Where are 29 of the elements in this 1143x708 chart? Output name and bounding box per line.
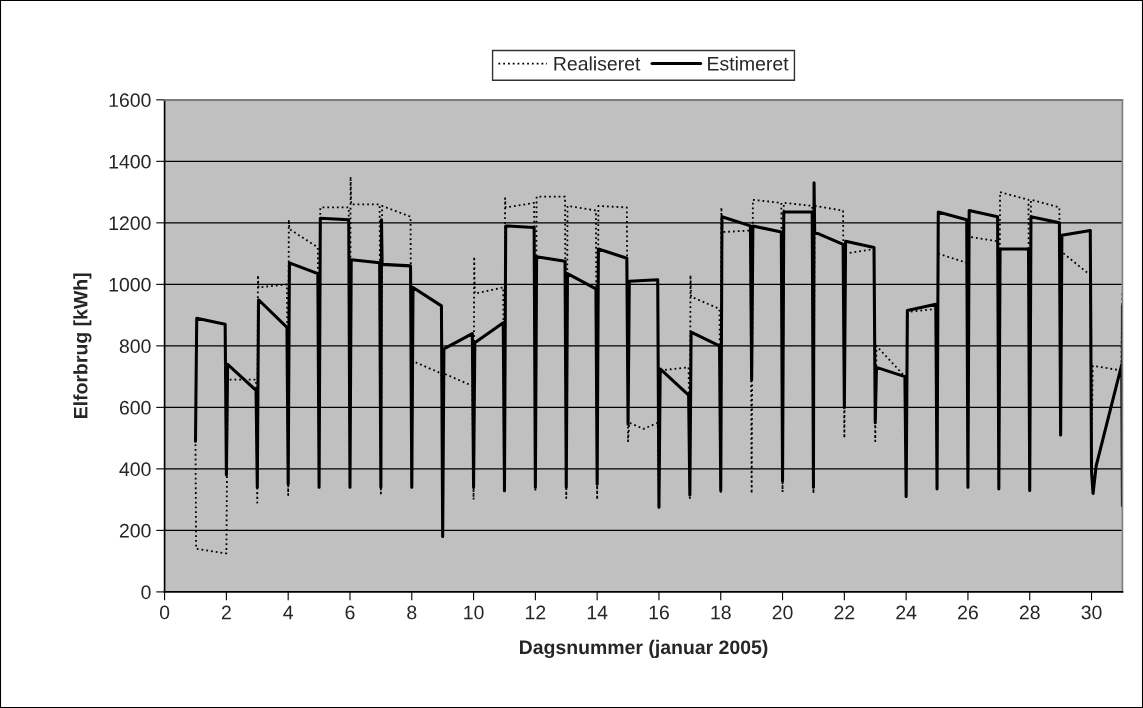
x-tick-label: 20 <box>772 605 793 620</box>
x-tick-label: 18 <box>711 605 731 620</box>
x-tick-label: 12 <box>526 605 546 620</box>
x-tick-label: 14 <box>587 605 608 620</box>
x-tick-label: 0 <box>159 605 170 620</box>
x-tick-label: 26 <box>958 605 978 620</box>
x-tick-label: 22 <box>834 605 855 620</box>
legend-label: Estimeret <box>708 56 789 71</box>
x-tick-label: 8 <box>407 605 417 620</box>
x-axis-title: Dagsnummer (januar 2005) <box>520 639 768 659</box>
y-tick-label: 0 <box>141 585 151 600</box>
x-tick-label: 6 <box>345 605 355 620</box>
x-tick-label: 16 <box>649 605 669 620</box>
y-tick-label: 1000 <box>109 277 151 292</box>
y-tick-label: 800 <box>119 339 151 354</box>
legend-label: Realiseret <box>554 56 641 71</box>
x-tick-label: 2 <box>221 605 231 620</box>
y-tick-label: 1200 <box>109 216 151 231</box>
x-tick-label: 24 <box>896 605 917 620</box>
y-tick-label: 400 <box>119 462 151 477</box>
x-tick-label: 28 <box>1019 605 1040 620</box>
y-tick-label: 600 <box>119 400 151 415</box>
y-tick-label: 1400 <box>109 154 151 169</box>
y-tick-label: 1600 <box>109 93 151 108</box>
x-tick-label: 30 <box>1081 605 1102 620</box>
x-tick-label: 10 <box>464 605 484 620</box>
y-axis-title: Elforbrug [kWh] <box>73 273 92 418</box>
x-tick-label: 4 <box>283 605 294 620</box>
y-tick-label: 200 <box>119 523 151 538</box>
